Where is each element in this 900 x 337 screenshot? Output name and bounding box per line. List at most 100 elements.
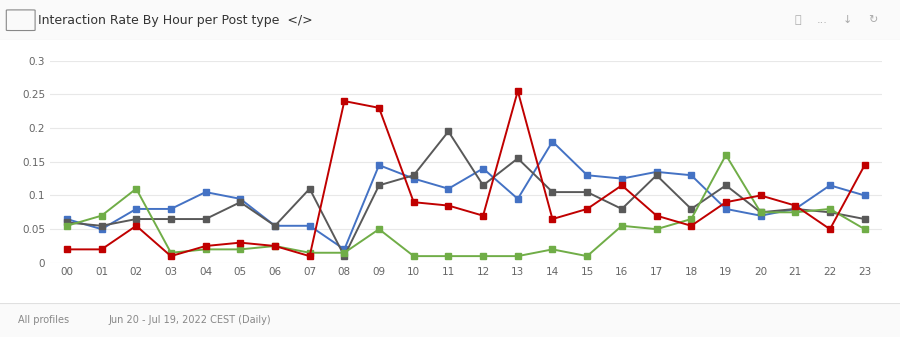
Videos	[130, 187, 141, 191]
Reels	[96, 227, 107, 231]
Line: Reels: Reels	[64, 139, 868, 252]
Reels	[547, 140, 558, 144]
Reels	[651, 170, 661, 174]
Images	[200, 244, 211, 248]
Carousels	[61, 220, 72, 224]
Images	[721, 200, 732, 204]
Images	[478, 214, 489, 218]
Images	[790, 204, 801, 208]
Videos	[409, 254, 419, 258]
Images	[61, 247, 72, 251]
Videos	[374, 227, 384, 231]
Reels	[860, 193, 870, 197]
Carousels	[270, 224, 281, 228]
Images	[130, 224, 141, 228]
Carousels	[339, 254, 350, 258]
Videos	[339, 251, 350, 255]
Carousels	[512, 156, 523, 160]
Carousels	[96, 224, 107, 228]
Images	[339, 99, 350, 103]
Carousels	[547, 190, 558, 194]
Reels	[790, 207, 801, 211]
Carousels	[235, 200, 246, 204]
Images	[374, 106, 384, 110]
Reels	[755, 214, 766, 218]
Images	[443, 204, 454, 208]
Images	[686, 224, 697, 228]
Images	[616, 183, 627, 187]
Images	[512, 89, 523, 93]
Reels	[200, 190, 211, 194]
Images	[860, 163, 870, 167]
Text: ...: ...	[817, 15, 828, 25]
Carousels	[443, 129, 454, 133]
Carousels	[755, 210, 766, 214]
Carousels	[686, 207, 697, 211]
Videos	[478, 254, 489, 258]
Images	[304, 254, 315, 258]
Videos	[755, 210, 766, 214]
Reels	[686, 173, 697, 177]
Legend: Reels, Carousels, Videos, Images: Reels, Carousels, Videos, Images	[246, 325, 553, 337]
Reels	[409, 177, 419, 181]
Reels	[166, 207, 176, 211]
Carousels	[581, 190, 592, 194]
Videos	[721, 153, 732, 157]
Text: Jun 20 - Jul 19, 2022 CEST (Daily): Jun 20 - Jul 19, 2022 CEST (Daily)	[108, 315, 271, 325]
Reels	[374, 163, 384, 167]
Carousels	[130, 217, 141, 221]
Reels	[304, 224, 315, 228]
Reels	[581, 173, 592, 177]
Carousels	[860, 217, 870, 221]
Reels	[339, 247, 350, 251]
Text: ⤢: ⤢	[794, 15, 801, 25]
Carousels	[200, 217, 211, 221]
Reels	[443, 187, 454, 191]
Images	[755, 193, 766, 197]
Images	[581, 207, 592, 211]
Videos	[96, 214, 107, 218]
Text: ↻: ↻	[868, 15, 878, 25]
Videos	[824, 207, 835, 211]
Carousels	[616, 207, 627, 211]
Carousels	[721, 183, 732, 187]
Images	[547, 217, 558, 221]
Videos	[235, 247, 246, 251]
Line: Carousels: Carousels	[64, 129, 868, 259]
Videos	[166, 251, 176, 255]
Videos	[304, 251, 315, 255]
Reels	[824, 183, 835, 187]
Images	[96, 247, 107, 251]
Images	[235, 241, 246, 245]
Videos	[443, 254, 454, 258]
Videos	[547, 247, 558, 251]
Reels	[616, 177, 627, 181]
Videos	[512, 254, 523, 258]
Carousels	[166, 217, 176, 221]
Text: Interaction Rate By Hour per Post type  </>: Interaction Rate By Hour per Post type <…	[38, 14, 312, 27]
Images	[651, 214, 661, 218]
Line: Images: Images	[64, 88, 868, 259]
Carousels	[790, 207, 801, 211]
Videos	[616, 224, 627, 228]
Videos	[651, 227, 661, 231]
Reels	[512, 197, 523, 201]
Carousels	[651, 173, 661, 177]
Videos	[200, 247, 211, 251]
Videos	[860, 227, 870, 231]
Videos	[686, 217, 697, 221]
Reels	[478, 166, 489, 171]
Carousels	[374, 183, 384, 187]
Reels	[721, 207, 732, 211]
Reels	[235, 197, 246, 201]
Reels	[61, 217, 72, 221]
Text: ↓: ↓	[843, 15, 852, 25]
Images	[824, 227, 835, 231]
Videos	[61, 224, 72, 228]
Images	[270, 244, 281, 248]
Carousels	[409, 173, 419, 177]
Carousels	[304, 187, 315, 191]
Carousels	[824, 210, 835, 214]
Reels	[130, 207, 141, 211]
Reels	[270, 224, 281, 228]
